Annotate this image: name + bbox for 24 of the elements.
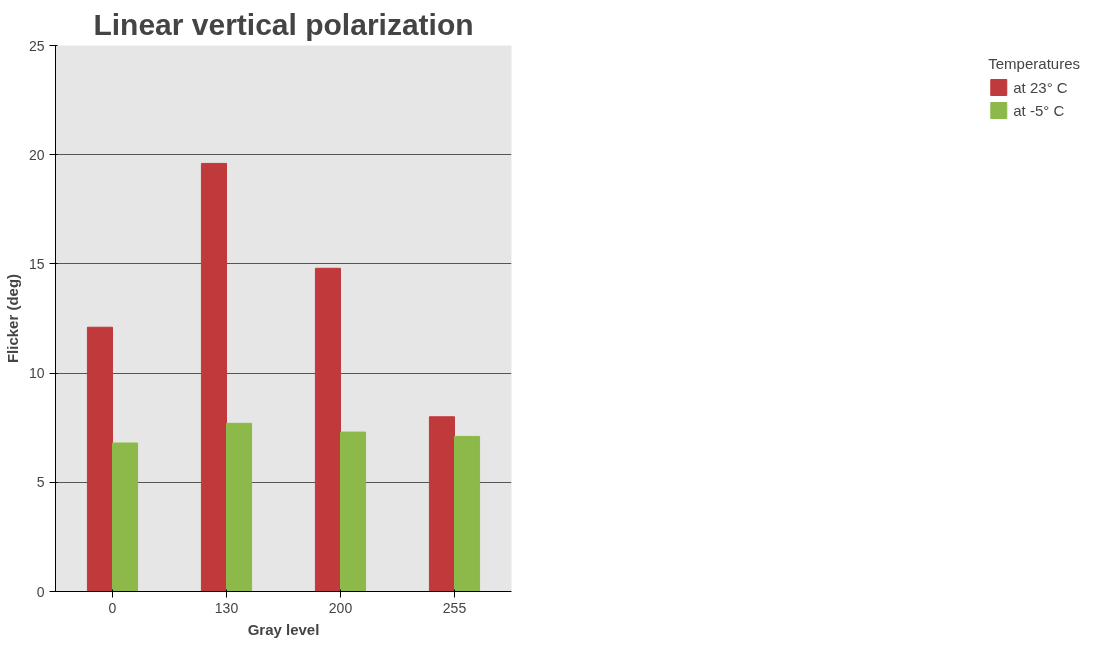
y-tick-label: 0 — [36, 583, 45, 600]
bar — [340, 431, 367, 592]
legend-title: Temperatures — [988, 55, 1080, 72]
y-tick-label: 5 — [36, 474, 45, 491]
x-tick-label: 200 — [328, 599, 353, 616]
y-tick-label: 10 — [28, 365, 45, 382]
bar — [200, 162, 227, 592]
legend-label: at -5° C — [1013, 101, 1065, 119]
bar — [314, 267, 341, 592]
bar — [454, 435, 481, 592]
y-axis-title: Flicker (deg) — [3, 273, 21, 364]
y-tick-label: 25 — [28, 37, 45, 54]
x-tick-label: 255 — [442, 599, 467, 616]
bar — [428, 416, 455, 592]
bar — [112, 442, 139, 592]
x-axis-title: Gray level — [247, 620, 320, 638]
legend-label: at 23° C — [1013, 78, 1068, 96]
y-tick-label: 20 — [28, 146, 45, 163]
bar — [86, 326, 113, 592]
x-tick-label: 130 — [214, 599, 239, 616]
chart-title: Linear vertical polarization — [93, 7, 474, 41]
y-tick-label: 15 — [28, 255, 45, 272]
x-tick-label: 0 — [108, 599, 117, 616]
bar — [226, 422, 253, 592]
